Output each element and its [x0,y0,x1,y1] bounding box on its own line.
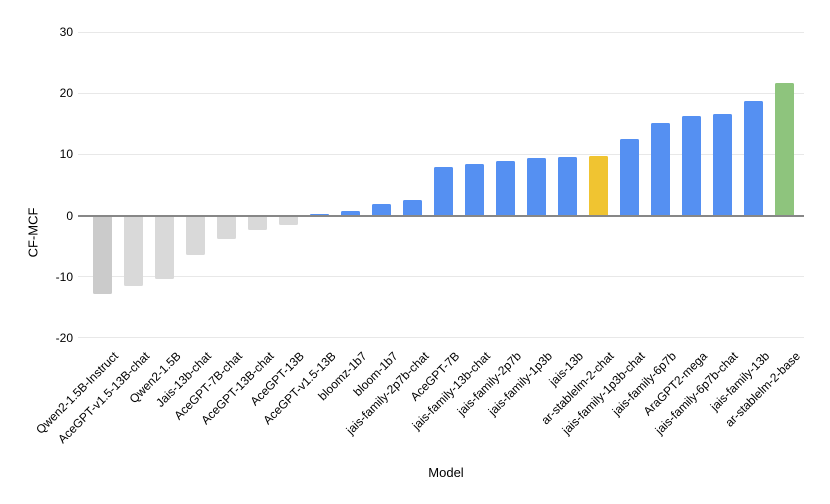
gridline-y--20 [78,337,804,339]
bar-ar-stablelm-2-base[interactable] [774,82,794,216]
bar-Jais-13b-chat[interactable] [185,215,205,256]
y-axis-title-container: CF-MCF [20,0,46,464]
bar-AceGPT-v1.5-13B-chat[interactable] [123,215,143,287]
bar-AraGPT2-mega[interactable] [681,115,701,216]
bar-AceGPT-7B-chat[interactable] [216,215,236,239]
bar-jais-family-1p3b-chat[interactable] [619,138,639,216]
bar-bloomz-1b7[interactable] [340,211,360,216]
bar-jais-family-6p7b-chat[interactable] [712,114,732,216]
bar-jais-family-13b[interactable] [743,101,763,216]
bar-AceGPT-13B-chat[interactable] [247,215,267,230]
y-tick-label-20: 20 [59,86,73,101]
bar-Qwen2-1.5B[interactable] [154,215,174,280]
y-tick-label--20: -20 [55,330,73,345]
y-tick-label-0: 0 [66,208,73,223]
bar-jais-family-1p3b[interactable] [526,158,546,216]
bar-jais-family-13b-chat[interactable] [464,164,484,216]
y-axis-title: CF-MCF [25,207,41,257]
bar-AceGPT-7B[interactable] [433,167,453,216]
y-tick-label--10: -10 [55,269,73,284]
x-axis-title: Model [428,465,464,480]
y-tick-label-10: 10 [59,147,73,162]
gridline-y-20 [78,92,804,94]
bar-jais-family-2p7b-chat[interactable] [402,199,422,216]
x-axis-zero-line [78,214,804,217]
gridline-y-30 [78,31,804,33]
gridline-y--10 [78,276,804,278]
bar-bloom-1b7[interactable] [371,203,391,216]
bar-jais-13b[interactable] [557,157,577,216]
bar-Qwen2-1.5B-Instruct[interactable] [93,215,112,295]
y-tick-label-30: 30 [59,25,73,40]
gridline-y-10 [78,153,804,155]
bar-jais-family-6p7b[interactable] [650,122,670,216]
bar-jais-family-2p7b[interactable] [495,160,515,216]
bar-ar-stablelm-2-chat[interactable] [588,156,608,216]
bar-AceGPT-13B[interactable] [278,215,298,226]
